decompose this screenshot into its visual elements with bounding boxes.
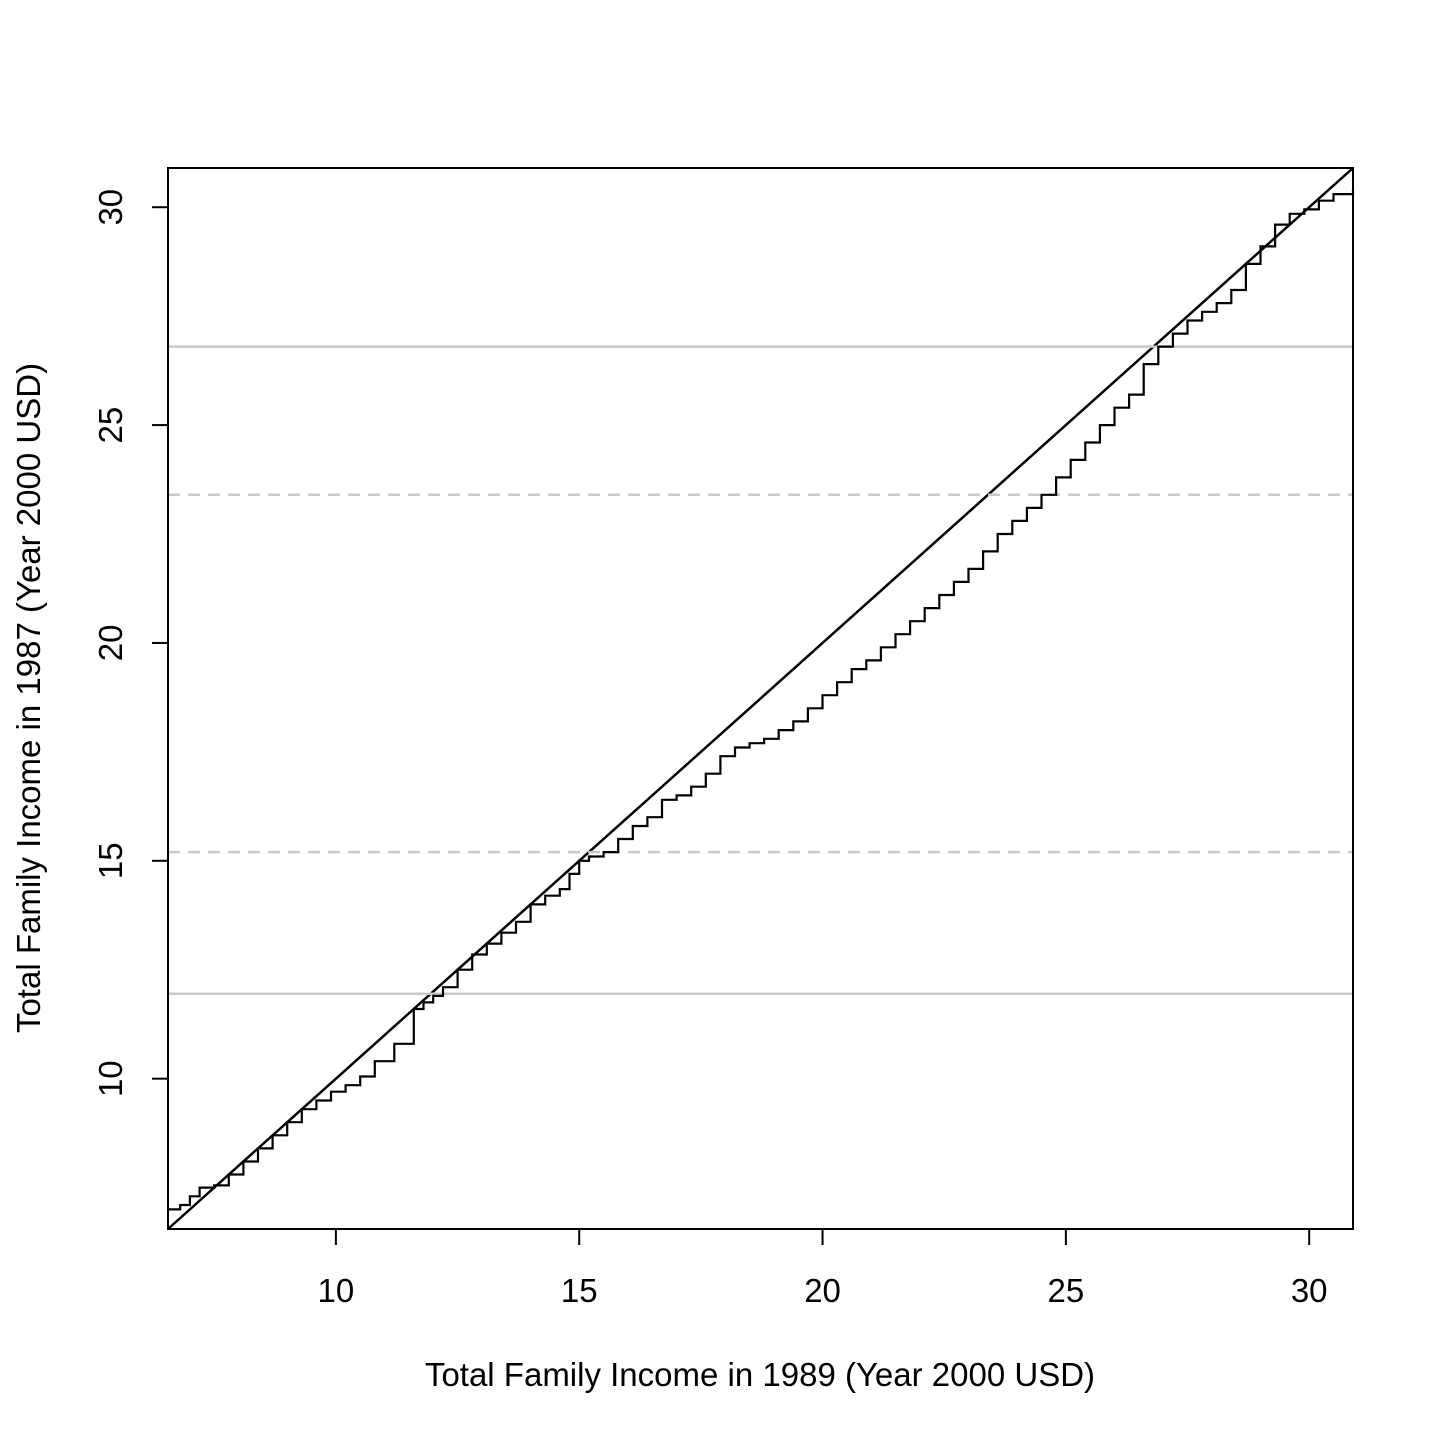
x-axis: 10 15 20 25 30 — [318, 1229, 1328, 1309]
x-tick-label: 15 — [561, 1272, 598, 1309]
y-tick-label: 20 — [92, 625, 129, 662]
x-axis-title: Total Family Income in 1989 (Year 2000 U… — [425, 1356, 1095, 1393]
x-tick-label: 30 — [1291, 1272, 1328, 1309]
y-tick-label: 30 — [92, 189, 129, 226]
reference-lines — [167, 167, 1354, 1230]
y-axis: 10 15 20 25 30 — [92, 189, 168, 1097]
reference-line-diagonal — [167, 167, 1354, 1230]
x-tick-label: 20 — [804, 1272, 841, 1309]
x-tick-label: 25 — [1048, 1272, 1085, 1309]
series-layer — [168, 189, 1355, 1211]
y-axis-title: Total Family Income in 1987 (Year 2000 U… — [10, 363, 47, 1033]
y-tick-label: 15 — [92, 842, 129, 879]
plot-frame — [167, 167, 1354, 1230]
y-tick-label: 10 — [92, 1060, 129, 1097]
y-tick-label: 25 — [92, 407, 129, 444]
series-line — [168, 189, 1355, 1211]
x-tick-label: 10 — [318, 1272, 355, 1309]
